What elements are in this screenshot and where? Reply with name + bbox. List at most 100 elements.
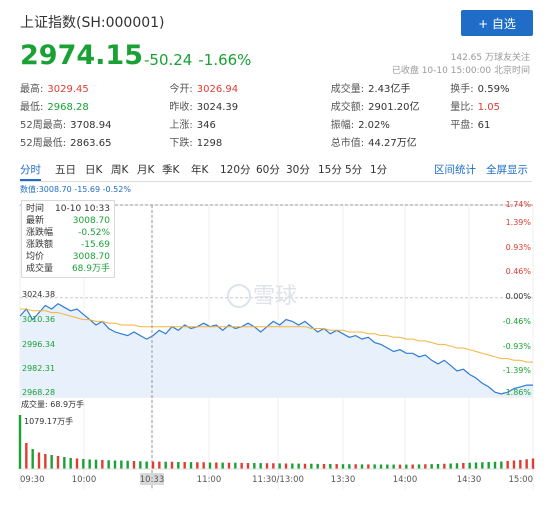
crosshair-time-box: [140, 473, 164, 485]
volume-bar: [158, 461, 161, 469]
volume-bar: [297, 463, 300, 469]
stat-cell: 振幅: 2.02%: [331, 117, 451, 135]
volume-bar: [348, 464, 351, 469]
page-title: 上证指数(SH:000001): [20, 15, 165, 31]
tab-11[interactable]: 5分: [345, 164, 363, 176]
stat-value: 3026.94: [196, 84, 239, 95]
stat-label: 52周最高:: [20, 120, 67, 131]
volume-bar: [139, 461, 142, 469]
price-line: [19, 302, 533, 395]
x-tick: 14:00: [393, 475, 418, 485]
close-status: 已收盘 10-10 15:00:00 北京时间: [391, 66, 530, 76]
volume-bar: [373, 464, 376, 469]
stat-label: 昨收:: [169, 102, 193, 113]
stat-cell: 最低: 2968.28: [20, 99, 169, 117]
tooltip-value: 10-10 10:33: [55, 204, 110, 214]
volume-bar: [525, 459, 528, 469]
volume-bar: [37, 452, 41, 469]
tab-1[interactable]: 五日: [55, 164, 76, 176]
x-tick: 13:30: [331, 475, 356, 485]
fullscreen-link[interactable]: 全屏显示: [486, 164, 528, 176]
volume-bar: [94, 459, 98, 469]
volume-bar: [449, 463, 452, 469]
stat-value: 2863.65: [70, 138, 112, 149]
tooltip-value: -15.69: [80, 240, 110, 250]
tab-6[interactable]: 年K: [191, 164, 209, 176]
volume-bar: [436, 463, 440, 469]
volume-bar: [265, 463, 269, 469]
volume-bar: [215, 462, 218, 469]
tab-9[interactable]: 30分: [286, 164, 310, 176]
volume-bar: [126, 460, 129, 469]
tab-3[interactable]: 周K: [111, 164, 129, 176]
market-status: 142.65 万球友关注 已收盘 10-10 15:00:00 北京时间: [392, 52, 530, 78]
volume-bar: [208, 462, 212, 469]
volume-bar: [151, 461, 155, 469]
volume-bar: [474, 462, 478, 469]
current-price: 2974.15: [20, 40, 143, 71]
tab-8[interactable]: 60分: [256, 164, 280, 176]
value-readout: 数值:3008.70 -15.69 -0.52%: [20, 185, 131, 194]
volume-bar: [259, 463, 262, 469]
tab-10[interactable]: 15分: [318, 164, 342, 176]
tab-2[interactable]: 日K: [85, 164, 103, 176]
stat-cell: 52周最高: 3708.94: [20, 117, 169, 135]
y-right-tick: -0.93%: [503, 342, 532, 351]
stat-value: 2901.20亿: [368, 102, 420, 113]
stat-cell: 下跌: 1298: [169, 135, 330, 153]
stat-label: 下跌:: [169, 138, 193, 149]
volume-bar: [443, 463, 446, 469]
volume-bar: [405, 464, 408, 469]
x-tick: 10:33: [140, 475, 165, 485]
tab-5[interactable]: 季K: [162, 164, 180, 176]
stat-value: 2.02%: [358, 120, 390, 131]
volume-bar: [322, 463, 326, 469]
volume-bar: [291, 463, 294, 469]
volume-bar: [75, 458, 79, 469]
volume-bar: [284, 463, 288, 469]
volume-bar: [424, 464, 427, 469]
volume-bar: [468, 462, 471, 469]
volume-bar: [519, 459, 522, 469]
volume-bar: [310, 463, 313, 469]
volume-bar: [341, 464, 345, 469]
crosshair-tooltip: 时间 10-10 10:33 最新 3008.70 涨跌幅 -0.52% 涨跌额 -15.69…: [21, 200, 115, 278]
stat-value: 1298: [196, 138, 223, 149]
y-left-tick: 2982.31: [22, 364, 55, 373]
stat-cell: 上涨: 346: [169, 117, 330, 135]
average-line: [20, 308, 533, 363]
stat-value: 44.27万亿: [368, 138, 417, 149]
intraday-chart[interactable]: 雪球 3024.38 3010.36 2996.34 2982.31 2968.28 1.7…: [0, 195, 550, 495]
volume-bar: [354, 464, 357, 469]
x-tick: 11:00: [197, 475, 222, 485]
stat-cell: 成交额: 2901.20亿: [331, 99, 451, 117]
range-stats-link[interactable]: 区间统计: [434, 164, 476, 176]
volume-bar: [196, 462, 199, 469]
volume-bar: [360, 464, 364, 469]
volume-bar: [455, 463, 459, 469]
tooltip-row: 涨跌额 -15.69: [26, 239, 110, 251]
tab-0[interactable]: 分时: [20, 162, 41, 181]
tooltip-label: 涨跌额: [26, 240, 54, 250]
stats-row: 52周最高: 3708.94 上涨: 346 振幅: 2.02% 平盘: 61: [20, 117, 530, 135]
add-watchlist-button[interactable]: + 自选: [461, 10, 533, 36]
volume-bar: [107, 460, 110, 469]
volume-bar: [487, 461, 490, 469]
tab-4[interactable]: 月K: [137, 164, 155, 176]
stat-label: 今开:: [169, 84, 193, 95]
stat-label: 52周最低:: [20, 138, 67, 149]
volume-bar: [132, 460, 136, 469]
stats-table: 最高: 3029.45 今开: 3026.94 成交量: 2.43亿手 换手: 0.59% 最低…: [20, 81, 530, 153]
volume-bar: [145, 461, 148, 469]
tooltip-label: 涨跌幅: [26, 228, 54, 238]
volume-bar: [481, 462, 484, 469]
volume-bar: [417, 464, 421, 469]
volume-bar: [272, 463, 275, 469]
y-right-tick: 0.46%: [506, 267, 532, 276]
tab-12[interactable]: 1分: [370, 164, 388, 176]
stat-value: 2968.28: [47, 102, 89, 113]
y-right-tick: 1.39%: [506, 218, 532, 227]
tab-7[interactable]: 120分: [220, 164, 251, 176]
stat-label: 成交量:: [330, 84, 365, 95]
y-left-tick: 2968.28: [22, 388, 55, 397]
